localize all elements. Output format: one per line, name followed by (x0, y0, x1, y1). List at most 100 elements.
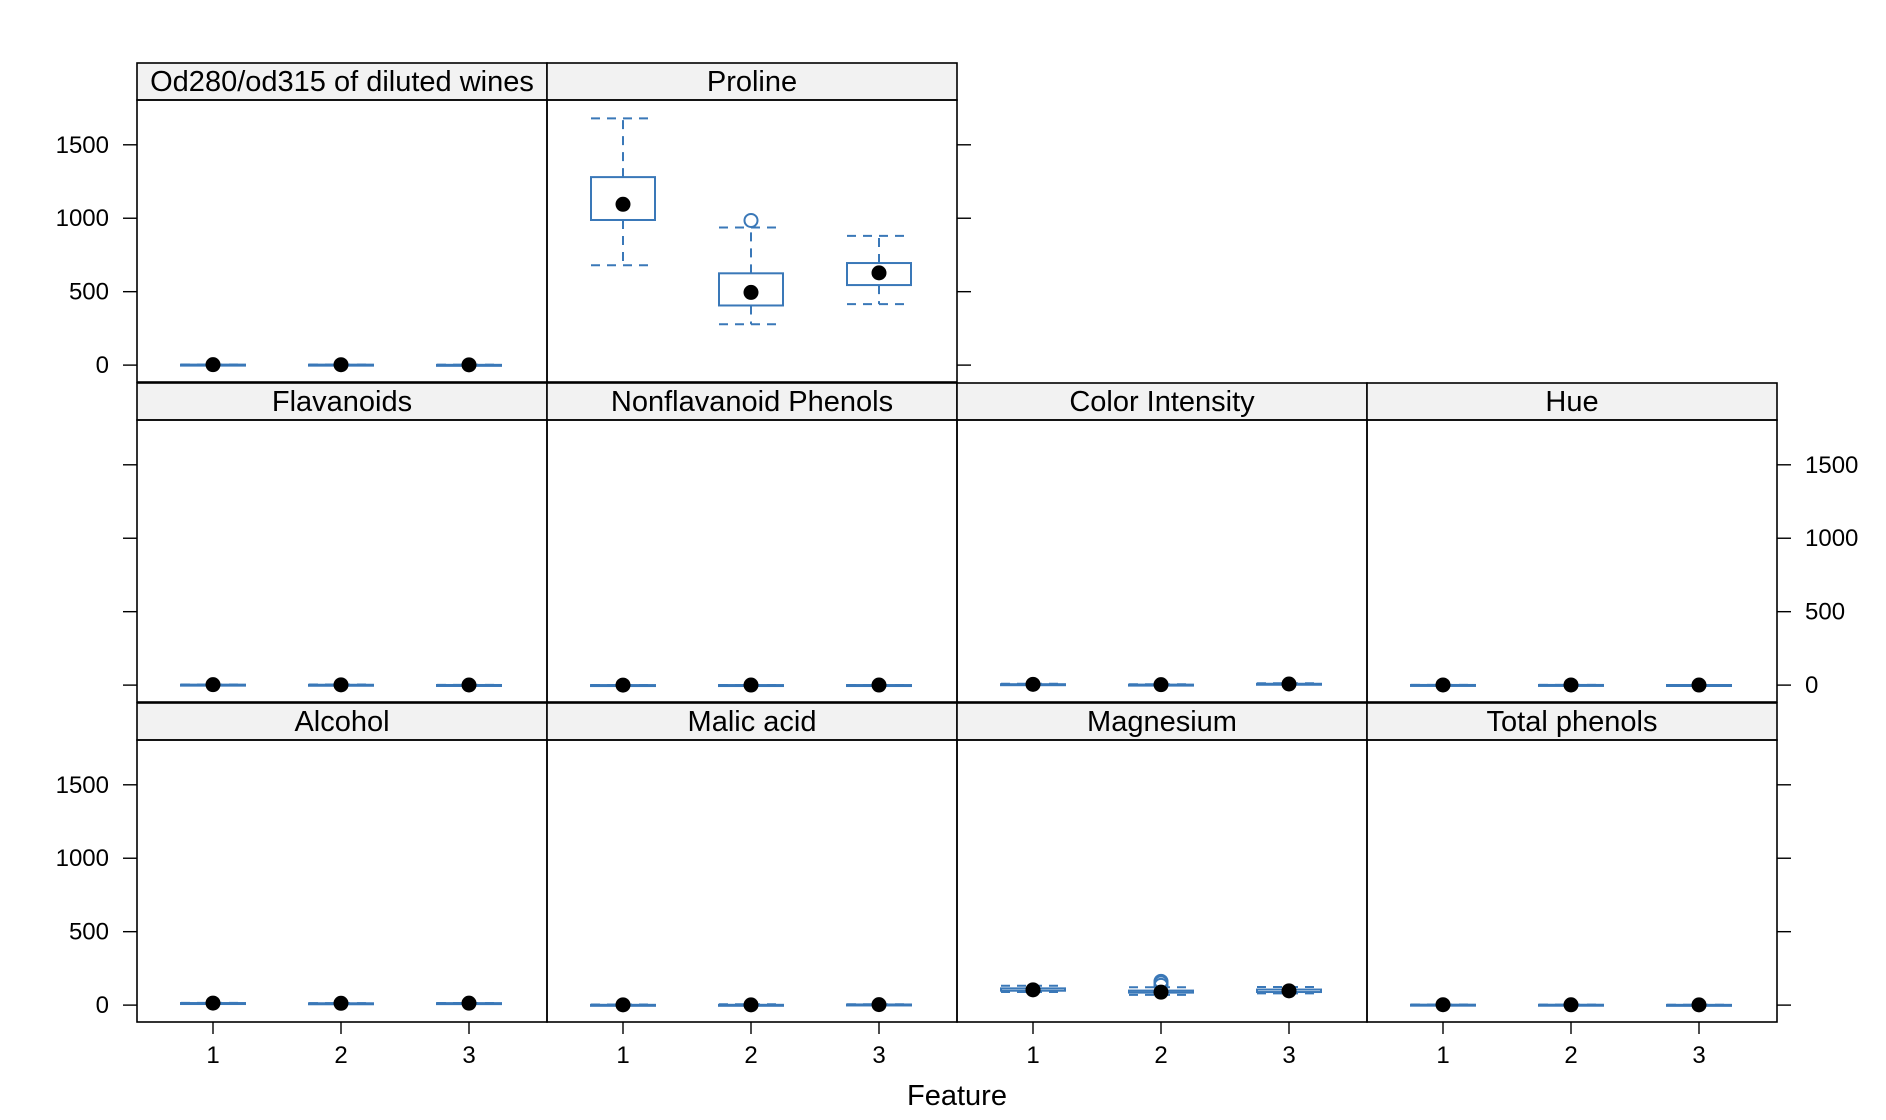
median-dot (743, 284, 759, 300)
box-iqr (846, 262, 912, 287)
median-dot (1153, 677, 1169, 693)
x-tick-label: 2 (334, 1042, 347, 1069)
box-iqr (718, 272, 784, 307)
y-tick-label: 1500 (56, 132, 109, 159)
panels-layer: Alcohol Malic acid Magnesium Total phenols F… (56, 62, 1858, 1069)
median-dot (1153, 984, 1169, 1000)
x-tick-label: 2 (1154, 1042, 1167, 1069)
median-dot (461, 357, 477, 373)
y-tick-label: 1000 (1805, 525, 1858, 552)
box-group-1 (1410, 677, 1476, 693)
panel-strip (1367, 703, 1777, 740)
panel-strip (137, 703, 547, 740)
median-dot (1281, 983, 1297, 999)
panel-proline: Proline (546, 62, 958, 383)
median-dot (205, 357, 221, 373)
panel-frame (546, 99, 958, 383)
median-dot (871, 265, 887, 281)
median-dot (1025, 982, 1041, 998)
panel-frame (136, 419, 548, 703)
panel-strip (547, 63, 957, 100)
box-group-2 (308, 995, 374, 1011)
panel-od280-od315-of-diluted-wines: Od280/od315 of diluted wines (136, 62, 548, 383)
y-tick-label: 500 (69, 279, 109, 306)
x-tick-label: 3 (1282, 1042, 1295, 1069)
y-tick-label: 0 (1805, 672, 1818, 699)
panel-strip (957, 703, 1367, 740)
panel-nonflavanoid-phenols: Nonflavanoid Phenols (546, 382, 958, 703)
median-dot (1563, 677, 1579, 693)
panel-strip (137, 383, 547, 420)
box-group-3 (1666, 677, 1732, 693)
y-tick-label: 1500 (56, 772, 109, 799)
panel-title: Magnesium (1087, 706, 1237, 738)
panel-frame (1366, 739, 1778, 1023)
box-iqr (590, 176, 656, 221)
median-dot (1435, 677, 1451, 693)
x-tick-label: 1 (206, 1042, 219, 1069)
x-axis-title: Feature (907, 1080, 1007, 1112)
box-group-3 (846, 677, 912, 693)
box-group-2 (1128, 677, 1194, 693)
median-dot (615, 196, 631, 212)
box-group-1 (1410, 997, 1476, 1013)
panel-title: Color Intensity (1069, 386, 1255, 418)
box-group-3 (436, 357, 502, 373)
median-dot (1691, 997, 1707, 1013)
box-group-2 (308, 357, 374, 373)
panel-hue: Hue (1366, 382, 1778, 703)
box-group-2 (308, 677, 374, 693)
box-group-3 (436, 995, 502, 1011)
box-group-1 (590, 677, 656, 693)
box-group-2 (718, 997, 784, 1013)
panel-frame (136, 99, 548, 383)
median-dot (1435, 997, 1451, 1013)
box-group-1 (590, 997, 656, 1013)
outlier-point (743, 212, 759, 228)
panel-strip (137, 63, 547, 100)
median-dot (333, 357, 349, 373)
x-tick-label: 2 (744, 1042, 757, 1069)
box-group-3 (1666, 997, 1732, 1013)
panel-strip (957, 383, 1367, 420)
x-tick-label: 1 (1436, 1042, 1449, 1069)
median-dot (333, 677, 349, 693)
panel-frame (136, 739, 548, 1023)
x-tick-label: 3 (462, 1042, 475, 1069)
panel-title: Od280/od315 of diluted wines (150, 66, 534, 98)
box-group-1 (590, 117, 656, 267)
box-group-3 (846, 234, 912, 306)
median-dot (871, 997, 887, 1013)
panel-frame (956, 419, 1368, 703)
box-group-2 (1538, 677, 1604, 693)
median-dot (205, 677, 221, 693)
box-group-2 (718, 677, 784, 693)
panel-frame (546, 739, 958, 1023)
panel-flavanoids: Flavanoids (136, 382, 548, 703)
median-dot (1025, 676, 1041, 692)
box-group-1 (1000, 676, 1066, 692)
panel-color-intensity: Color Intensity (956, 382, 1368, 703)
panel-malic-acid: Malic acid (546, 702, 958, 1023)
box-group-2 (1128, 973, 1194, 1000)
median-dot (461, 995, 477, 1011)
panel-title: Total phenols (1487, 706, 1658, 738)
panel-strip (547, 383, 957, 420)
median-dot (1281, 676, 1297, 692)
x-tick-label: 3 (1692, 1042, 1705, 1069)
panel-title: Nonflavanoid Phenols (611, 386, 893, 418)
y-tick-label: 1000 (56, 205, 109, 232)
median-dot (461, 677, 477, 693)
y-tick-label: 1500 (1805, 452, 1858, 479)
panel-strip (1367, 383, 1777, 420)
median-dot (743, 677, 759, 693)
panel-frame (546, 419, 958, 703)
median-dot (615, 677, 631, 693)
box-group-1 (180, 357, 246, 373)
box-group-1 (180, 677, 246, 693)
y-tick-label: 0 (96, 352, 109, 379)
median-dot (743, 997, 759, 1013)
median-dot (615, 997, 631, 1013)
y-tick-label: 500 (69, 919, 109, 946)
